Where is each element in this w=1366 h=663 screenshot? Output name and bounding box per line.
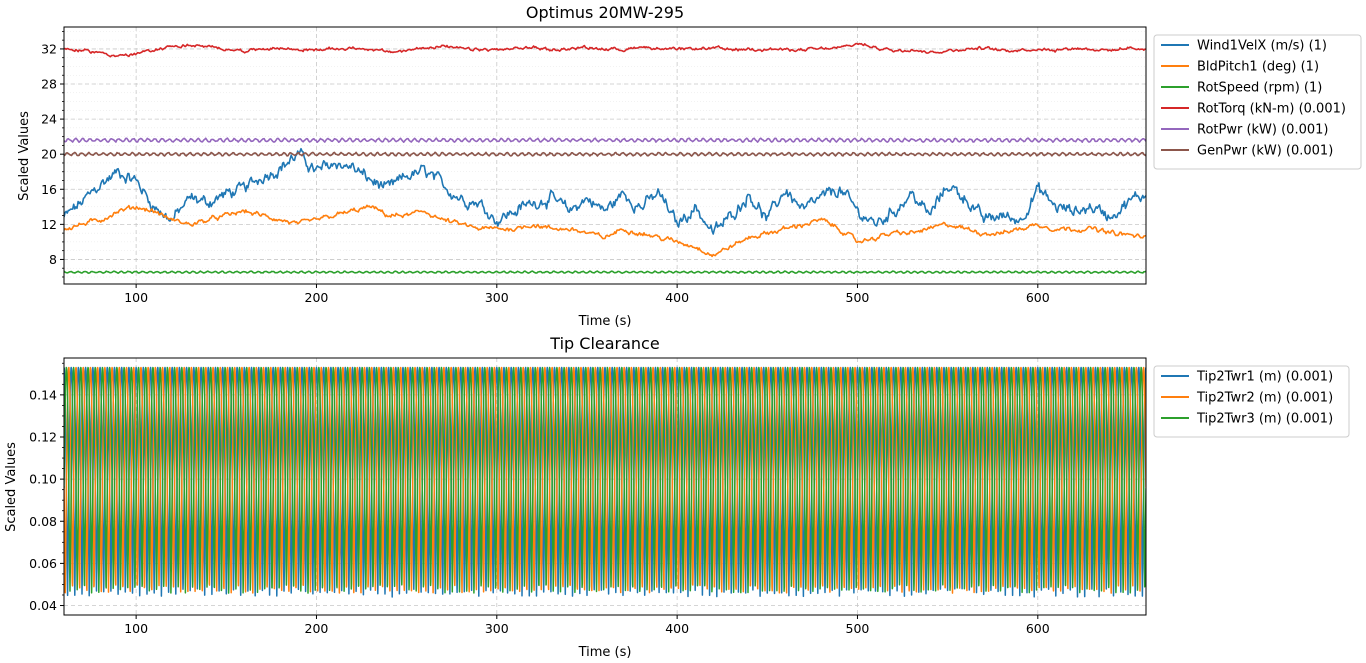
legend-entry: Tip2Twr2 (m) (0.001) [1196,391,1333,406]
legend-entry: BldPitch1 (deg) (1) [1197,60,1319,75]
series-line [64,204,1146,258]
y-tick-label: 8 [49,252,57,267]
y-tick-label: 0.06 [29,556,57,571]
x-tick-label: 300 [485,290,509,305]
grid [64,27,1146,284]
x-tick-label: 500 [846,621,870,636]
legend-entry: RotTorq (kN-m) (0.001) [1197,102,1346,117]
chart-top: Optimus 20MW-295 Time (s) Scaled Values … [17,3,1362,329]
y-tick-label: 0.12 [29,429,57,444]
y-tick-label: 16 [41,182,57,197]
legend-entry: Tip2Twr3 (m) (0.001) [1196,412,1333,427]
series-line [64,147,1146,235]
y-tick-label: 0.04 [29,598,57,613]
legend-entry: GenPwr (kW) (0.001) [1197,144,1333,159]
series-line [64,151,1146,157]
ticks: 100 200 300 400 500 600 0.04 0.06 0.08 0.10 0.12 0.… [29,362,1050,636]
legend-entry: Wind1VelX (m/s) (1) [1197,39,1327,54]
series-line [64,366,1146,594]
chart-title: Tip Clearance [549,334,659,353]
x-tick-label: 200 [305,290,329,305]
series-line [64,366,1146,598]
y-tick-label: 0.08 [29,514,57,529]
series-line [64,270,1146,275]
y-tick-label: 24 [41,112,57,127]
series-line [64,137,1146,143]
x-tick-label: 100 [124,621,148,636]
x-tick-label: 200 [305,621,329,636]
x-tick-label: 600 [1026,621,1050,636]
legend: Wind1VelX (m/s) (1) BldPitch1 (deg) (1) Ro… [1153,34,1362,170]
plot-area [64,42,1146,275]
plot-area [64,366,1146,598]
y-tick-label: 20 [41,147,57,162]
y-tick-label: 32 [41,41,57,56]
y-axis-label: Scaled Values [4,442,19,532]
x-tick-label: 100 [124,290,148,305]
y-tick-label: 0.10 [29,472,57,487]
legend-box [1153,34,1362,170]
x-axis-label: Time (s) [578,645,632,660]
ticks: 100 200 300 400 500 600 8 12 16 20 24 28 32 [41,30,1050,305]
chart-bottom: Tip Clearance Time (s) Scaled Values 100… [4,334,1350,660]
legend-box [1153,365,1350,438]
series-line [64,42,1146,58]
y-tick-label: 28 [41,77,57,92]
chart-title: Optimus 20MW-295 [526,3,684,22]
x-tick-label: 600 [1026,290,1050,305]
x-tick-label: 500 [846,290,870,305]
legend: Tip2Twr1 (m) (0.001) Tip2Twr2 (m) (0.001)… [1153,365,1350,438]
legend-entry: RotSpeed (rpm) (1) [1197,81,1322,96]
y-tick-label: 0.14 [29,387,57,402]
x-axis-label: Time (s) [578,314,632,329]
axes-frame [63,357,1147,616]
legend-entry: Tip2Twr1 (m) (0.001) [1196,370,1333,385]
y-tick-label: 12 [41,217,57,232]
axes-frame [63,26,1147,285]
y-axis-label: Scaled Values [17,111,32,201]
x-tick-label: 400 [665,290,689,305]
legend-entry: RotPwr (kW) (0.001) [1197,123,1328,138]
x-tick-label: 300 [485,621,509,636]
x-tick-label: 400 [665,621,689,636]
